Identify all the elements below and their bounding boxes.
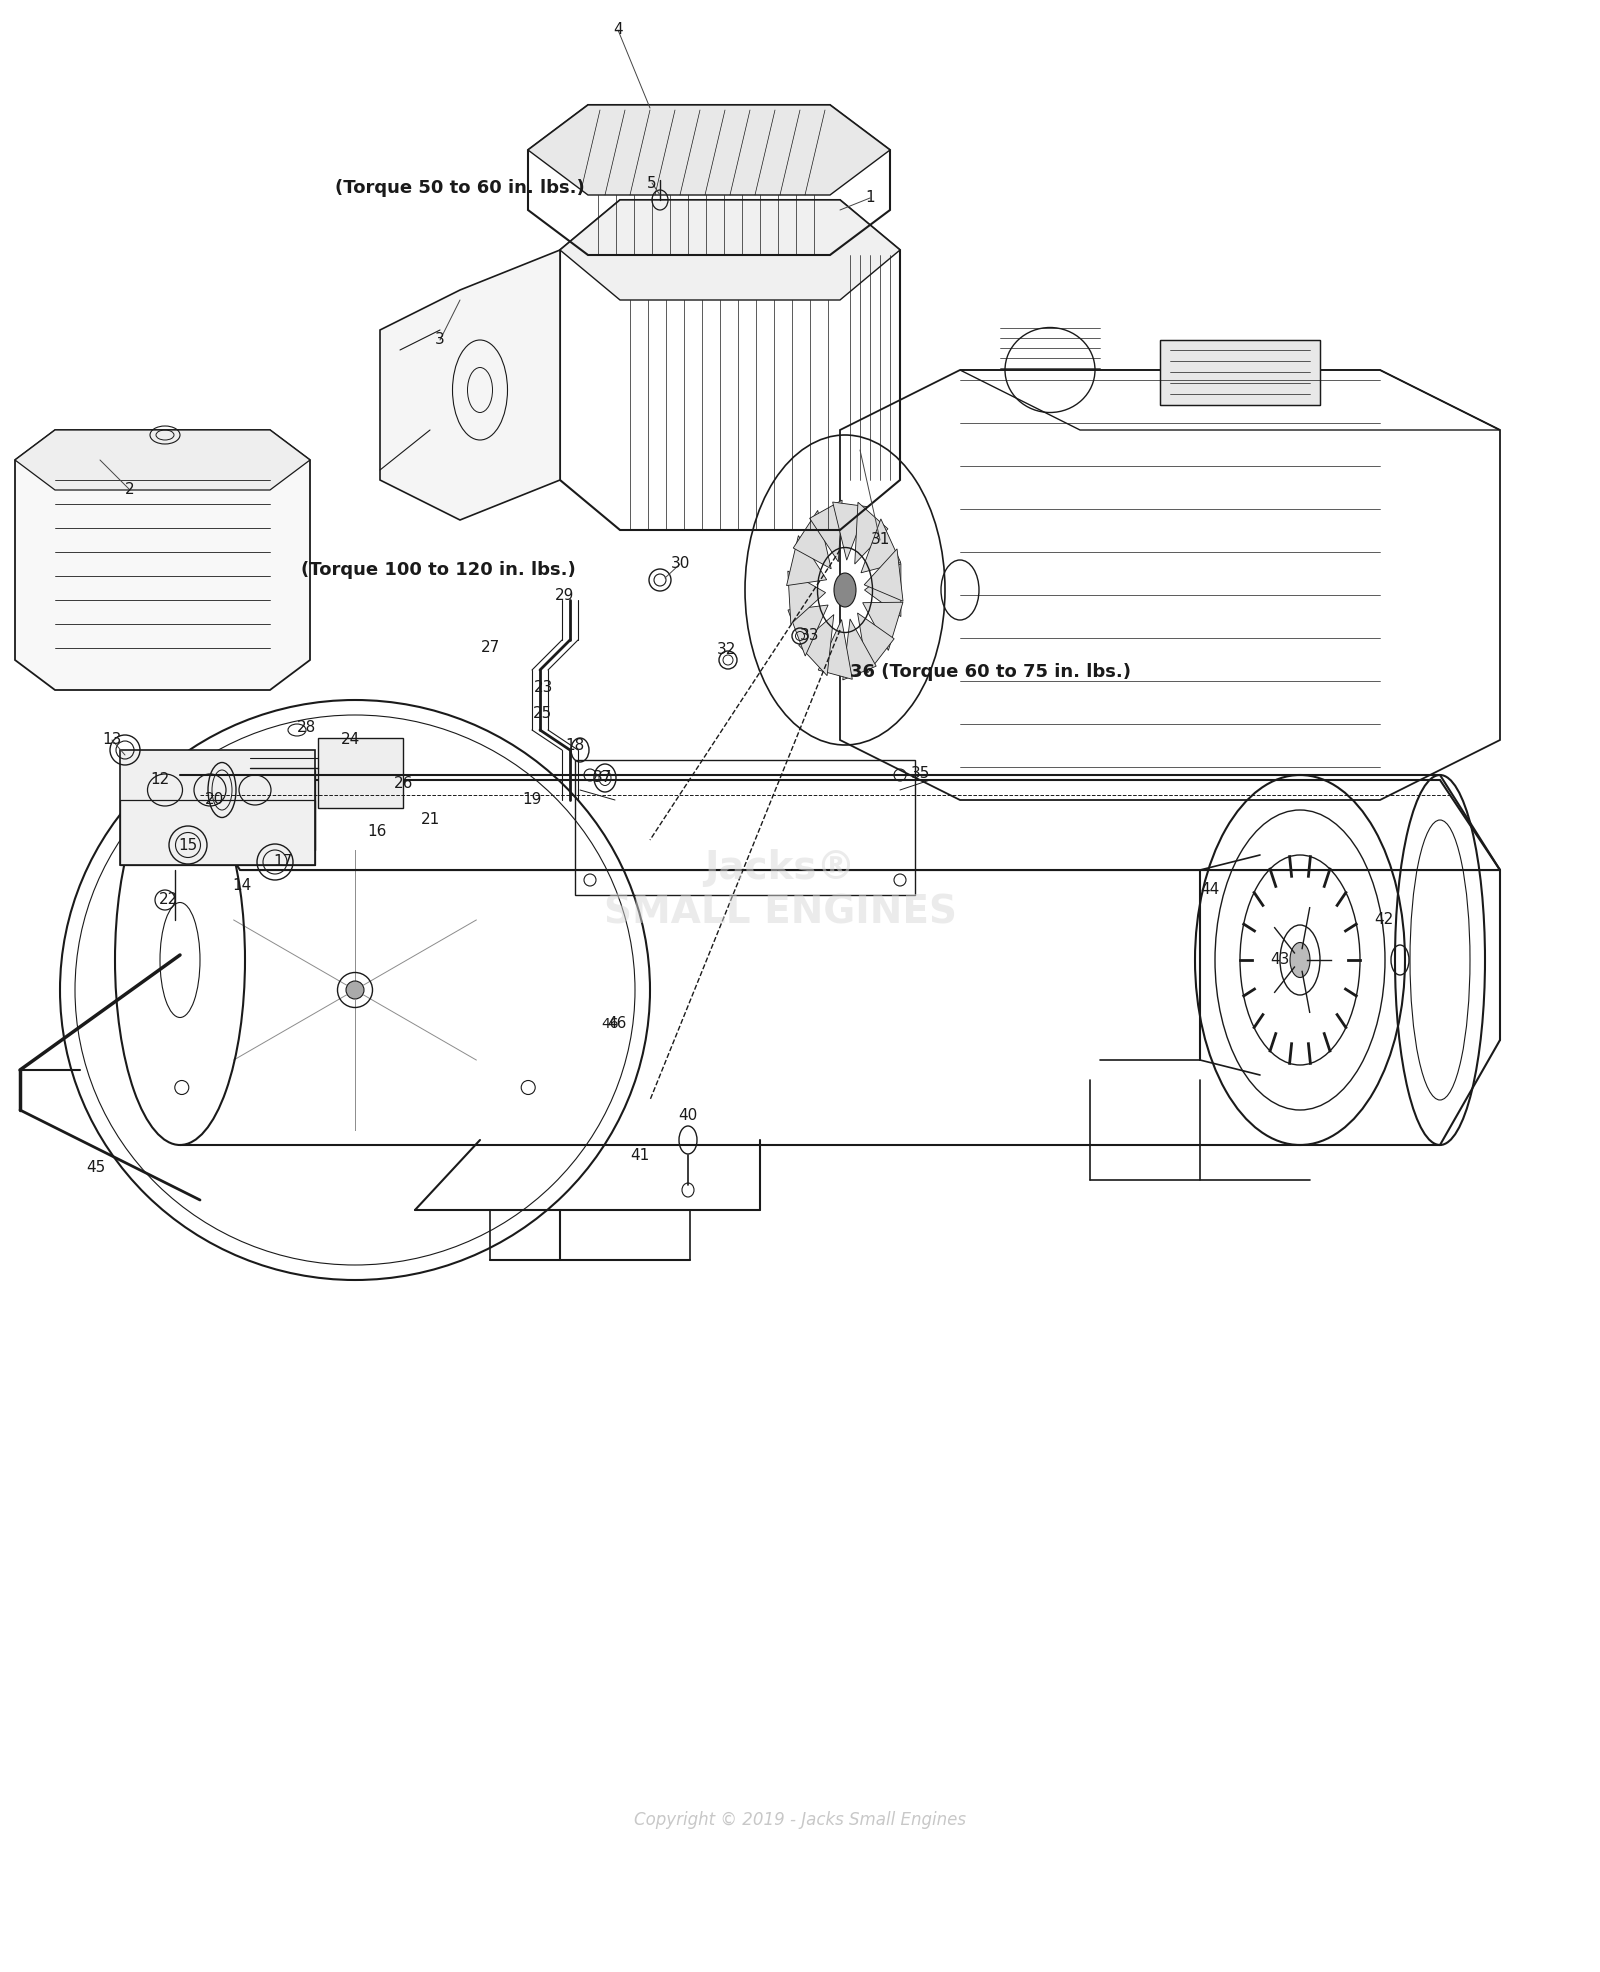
Text: 29: 29	[555, 588, 574, 603]
Polygon shape	[528, 105, 890, 195]
Text: 30: 30	[670, 556, 690, 572]
Text: 44: 44	[1200, 883, 1219, 897]
Text: 20: 20	[205, 793, 224, 807]
Text: (Torque 100 to 120 in. lbs.): (Torque 100 to 120 in. lbs.)	[301, 560, 576, 580]
Text: 35: 35	[910, 767, 930, 781]
Text: 43: 43	[1270, 952, 1290, 968]
Polygon shape	[861, 519, 901, 572]
Bar	[1160, 339, 1320, 404]
Bar	[1160, 339, 1320, 404]
Bar	[318, 738, 403, 809]
Text: 26: 26	[394, 777, 414, 791]
Text: 5: 5	[646, 176, 658, 191]
Text: 23: 23	[534, 680, 554, 696]
Text: Copyright © 2019 - Jacks Small Engines: Copyright © 2019 - Jacks Small Engines	[634, 1810, 966, 1828]
Polygon shape	[381, 250, 560, 521]
Text: 12: 12	[150, 773, 170, 787]
Text: 33: 33	[800, 629, 819, 643]
Ellipse shape	[346, 980, 365, 1000]
Text: 25: 25	[533, 706, 552, 722]
Text: 3: 3	[435, 333, 445, 347]
Text: 13: 13	[102, 732, 122, 747]
Text: 45: 45	[86, 1160, 106, 1175]
Polygon shape	[798, 615, 834, 676]
Polygon shape	[843, 619, 877, 680]
Polygon shape	[14, 430, 310, 489]
Polygon shape	[787, 536, 827, 586]
Text: 46: 46	[602, 1018, 619, 1031]
Text: 42: 42	[1374, 913, 1394, 927]
Polygon shape	[794, 511, 832, 568]
Text: (Torque 50 to 60 in. lbs.): (Torque 50 to 60 in. lbs.)	[334, 179, 586, 197]
Polygon shape	[818, 619, 853, 678]
Text: Jacks®
SMALL ENGINES: Jacks® SMALL ENGINES	[603, 850, 957, 931]
Text: 14: 14	[232, 878, 251, 893]
Text: 1: 1	[866, 191, 875, 205]
Text: 15: 15	[178, 838, 198, 852]
Text: 27: 27	[480, 641, 499, 655]
Text: 40: 40	[678, 1108, 698, 1124]
Text: 17: 17	[274, 854, 293, 870]
Text: 32: 32	[717, 643, 736, 657]
Text: 31: 31	[870, 532, 890, 548]
Bar	[120, 749, 315, 866]
Text: 24: 24	[341, 732, 360, 747]
Polygon shape	[787, 605, 829, 657]
Polygon shape	[858, 613, 894, 672]
Bar	[120, 801, 315, 866]
Text: 41: 41	[630, 1148, 650, 1163]
Polygon shape	[864, 564, 901, 617]
Polygon shape	[862, 601, 902, 651]
Bar	[574, 759, 915, 895]
Ellipse shape	[834, 574, 856, 607]
Text: 19: 19	[522, 793, 542, 807]
Text: 4: 4	[613, 22, 622, 37]
Polygon shape	[832, 503, 867, 560]
Polygon shape	[854, 503, 888, 564]
Text: 22: 22	[158, 893, 178, 907]
Ellipse shape	[1290, 943, 1310, 978]
Polygon shape	[864, 548, 902, 601]
Polygon shape	[560, 199, 899, 300]
Polygon shape	[810, 501, 842, 562]
Polygon shape	[787, 572, 826, 623]
Text: 36 (Torque 60 to 75 in. lbs.): 36 (Torque 60 to 75 in. lbs.)	[850, 663, 1131, 680]
Text: 2: 2	[125, 483, 134, 497]
Text: 28: 28	[298, 720, 317, 736]
Polygon shape	[14, 430, 310, 690]
Text: 16: 16	[368, 824, 387, 840]
Text: 18: 18	[565, 738, 584, 753]
Text: 21: 21	[421, 812, 440, 828]
Text: 46: 46	[608, 1016, 627, 1031]
Text: 37: 37	[594, 771, 613, 785]
